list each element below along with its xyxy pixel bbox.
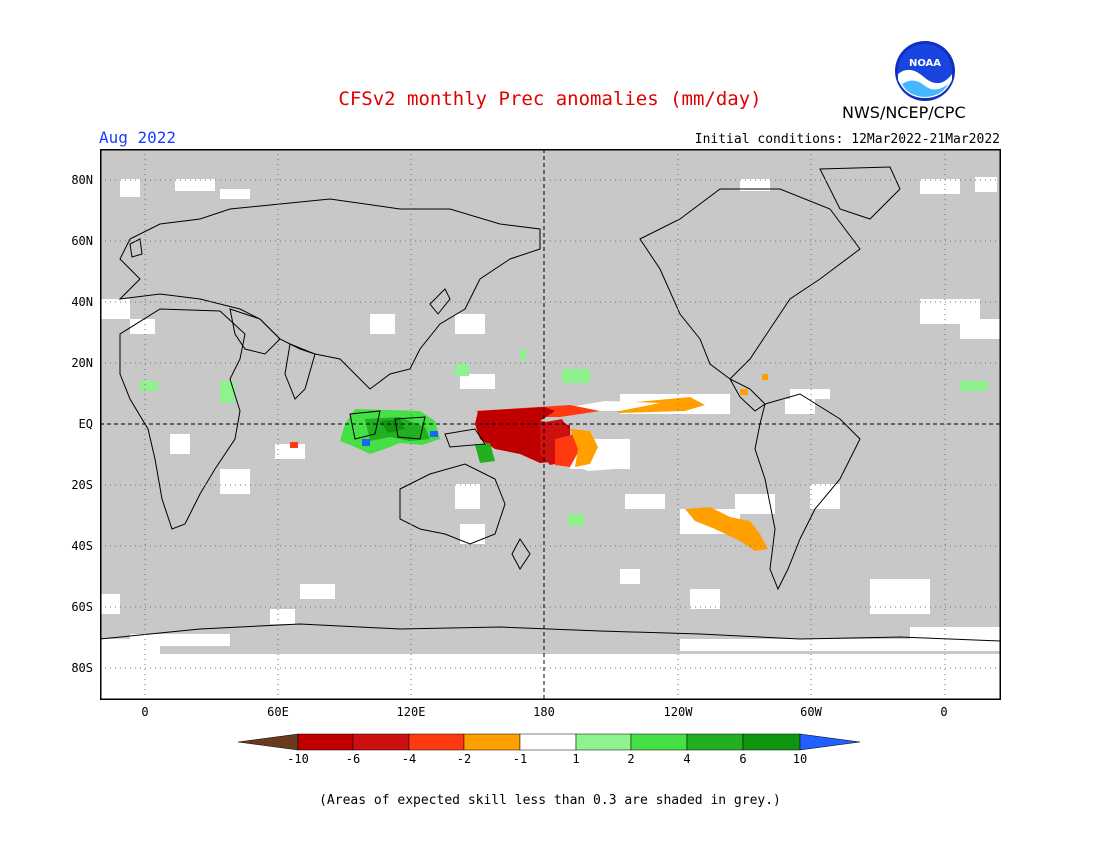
colorbar-box (519, 733, 577, 751)
lat-label: 20N (71, 356, 93, 370)
coastlines (100, 166, 1001, 642)
noaa-logo-icon: NOAA (895, 41, 955, 101)
colorbar-box (742, 733, 801, 751)
lon-label: 60E (267, 705, 289, 719)
lat-label: EQ (78, 417, 93, 431)
colorbar-box (352, 733, 410, 751)
map-title: CFSv2 monthly Prec anomalies (mm/day) (338, 88, 762, 110)
colorbar-tick-label: 10 (792, 752, 808, 766)
lon-label: 60W (800, 705, 822, 719)
initial-conditions: Initial conditions: 12Mar2022-21Mar2022 (694, 132, 1000, 147)
lat-label: 60S (71, 600, 93, 614)
colorbar-tick-label: -6 (345, 752, 361, 766)
colorbar-box (463, 733, 521, 751)
forecast-month: Aug 2022 (99, 128, 177, 147)
lat-label: 60N (71, 234, 93, 248)
map-border (100, 149, 1001, 700)
colorbar (238, 733, 861, 751)
dry-anomaly-areas (290, 374, 768, 551)
colorbar-tick-label: 4 (683, 752, 691, 766)
lon-label: 0 (141, 705, 149, 719)
lat-label: 80S (71, 661, 93, 675)
colorbar-box (575, 733, 632, 751)
colorbar-tick-label: -4 (401, 752, 417, 766)
colorbar-box (408, 733, 465, 751)
colorbar-tick-label: 1 (572, 752, 580, 766)
agency-label: NWS/NCEP/CPC (842, 103, 966, 122)
colorbar-tick-label: 2 (627, 752, 635, 766)
equator-dateline (100, 149, 1000, 699)
lon-label: 120E (396, 705, 426, 719)
lat-label: 40N (71, 295, 93, 309)
colorbar-box (297, 733, 354, 751)
colorbar-arrow-right (799, 733, 861, 751)
colorbar-tick-label: -10 (287, 752, 309, 766)
skill-footnote: (Areas of expected skill less than 0.3 a… (319, 793, 781, 808)
colorbar-box (686, 733, 744, 751)
lat-label: 80N (71, 173, 93, 187)
lat-label: 20S (71, 478, 93, 492)
lon-label: 180 (533, 705, 555, 719)
colorbar-arrow-left (238, 733, 299, 751)
near-normal-areas (100, 177, 1000, 699)
lon-label: 0 (940, 705, 948, 719)
colorbar-tick-label: -2 (456, 752, 472, 766)
colorbar-tick-label: -1 (512, 752, 528, 766)
lat-label: 40S (71, 539, 93, 553)
colorbar-box (630, 733, 688, 751)
colorbar-tick-label: 6 (739, 752, 747, 766)
logo-text: NOAA (909, 58, 941, 69)
wet-anomaly-areas (140, 349, 988, 526)
precipitation-anomaly-map (100, 149, 1001, 700)
lon-label: 120W (663, 705, 693, 719)
